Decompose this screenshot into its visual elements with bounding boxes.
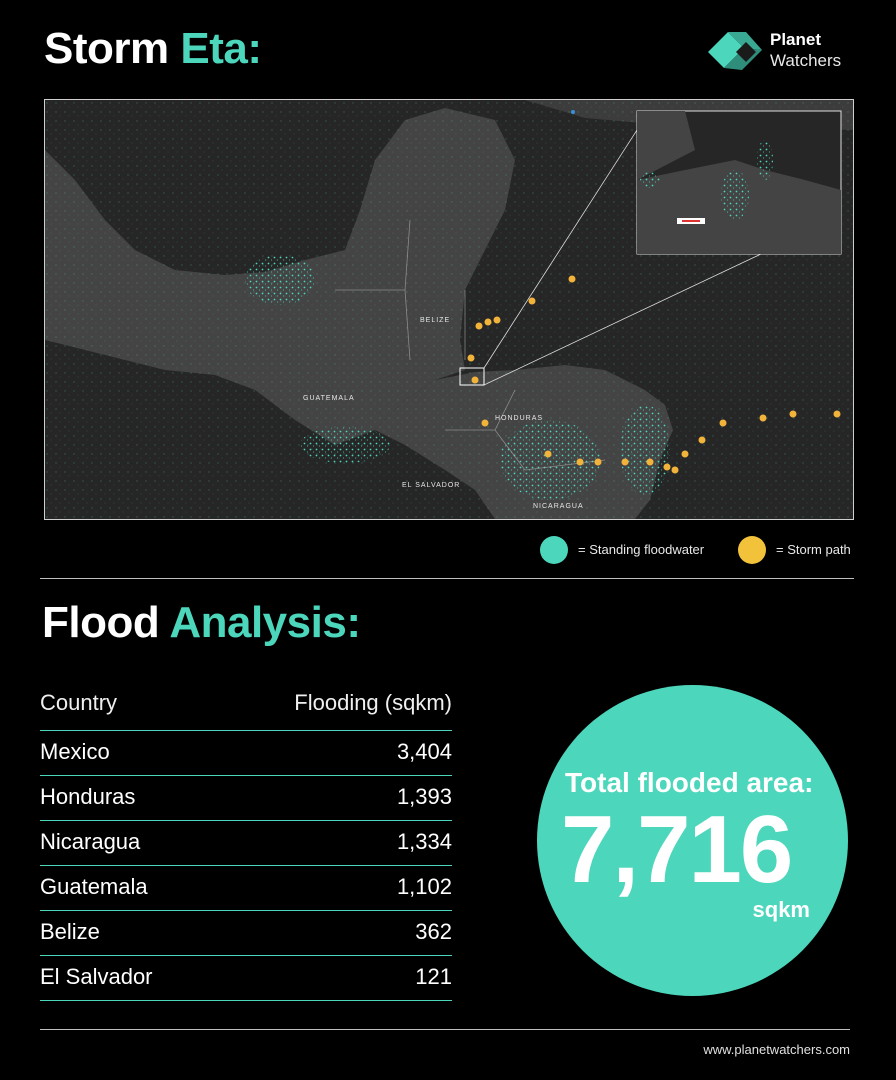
inset-locator-box — [459, 367, 485, 386]
total-unit: sqkm — [752, 897, 810, 922]
flood-area-honduras — [500, 420, 600, 500]
logo-line1: Planet — [770, 30, 822, 49]
row-value: 1,393 — [396, 784, 452, 809]
storm-point — [646, 458, 654, 466]
table-row: Nicaragua 1,334 — [40, 820, 452, 865]
title-accent: Eta: — [180, 24, 262, 73]
storm-point — [484, 318, 492, 326]
storm-point — [698, 436, 706, 444]
column-header-flooding: Flooding (sqkm) — [294, 690, 452, 715]
storm-point — [576, 458, 584, 466]
section-divider — [40, 578, 854, 579]
legend-storm-label: = Storm path — [776, 542, 851, 557]
map-svg: GUATEMALA BELIZE HONDURAS EL SALVADOR NI… — [45, 100, 853, 519]
page-title: Storm Eta: — [44, 24, 262, 74]
table-row: El Salvador 121 — [40, 955, 452, 1001]
flood-area-nicaragua — [620, 405, 670, 495]
table-row: Honduras 1,393 — [40, 775, 452, 820]
storm-point — [789, 410, 797, 418]
row-value: 3,404 — [396, 739, 452, 764]
row-value: 362 — [415, 919, 452, 944]
analysis-title-accent: Analysis: — [169, 598, 361, 647]
title-prefix: Storm — [44, 24, 169, 73]
column-header-country: Country — [40, 690, 118, 715]
storm-point — [475, 322, 483, 330]
analysis-title: Flood Analysis: — [42, 598, 361, 648]
storm-point — [568, 275, 576, 283]
total-value: 7,716 — [561, 796, 793, 903]
storm-point — [594, 458, 602, 466]
flood-area-guatemala — [300, 427, 390, 463]
analysis-title-prefix: Flood — [42, 598, 160, 647]
total-flooded-badge: Total flooded area: 7,716 sqkm — [537, 685, 848, 996]
total-label: Total flooded area: — [565, 767, 814, 798]
logo-line2: Watchers — [770, 51, 842, 70]
row-value: 1,334 — [396, 829, 452, 854]
storm-point — [481, 419, 489, 427]
footer-divider — [40, 1029, 850, 1030]
table-row: Belize 362 — [40, 910, 452, 955]
planet-watchers-logo-icon — [708, 32, 762, 70]
row-value: 121 — [415, 964, 452, 989]
map-label-nicaragua: NICARAGUA — [533, 503, 584, 510]
storm-point — [759, 414, 767, 422]
storm-point — [671, 466, 679, 474]
storm-point — [467, 354, 475, 362]
row-country: Nicaragua — [40, 829, 141, 854]
table-row: Mexico 3,404 — [40, 730, 452, 775]
storm-point — [544, 450, 552, 458]
website-link[interactable]: www.planetwatchers.com — [703, 1042, 850, 1057]
storm-map: GUATEMALA BELIZE HONDURAS EL SALVADOR NI… — [44, 99, 854, 520]
row-value: 1,102 — [396, 874, 452, 899]
flood-area-mexico — [245, 255, 315, 305]
map-label-el-salvador: EL SALVADOR — [402, 482, 460, 489]
storm-point — [719, 419, 727, 427]
inset-map — [636, 110, 842, 255]
row-country: El Salvador — [40, 964, 153, 989]
row-country: Belize — [40, 919, 100, 944]
inset-leader-line — [483, 253, 762, 386]
storm-point — [493, 316, 501, 324]
table-header: Country Flooding (sqkm) — [40, 682, 452, 730]
storm-point — [528, 297, 536, 305]
storm-point — [621, 458, 629, 466]
row-country: Honduras — [40, 784, 136, 809]
row-country: Guatemala — [40, 874, 148, 899]
map-marker — [571, 110, 575, 114]
map-label-belize: BELIZE — [420, 317, 450, 324]
border-lines — [335, 219, 606, 471]
flood-table: Country Flooding (sqkm) Mexico 3,404 Hond… — [40, 682, 452, 1001]
storm-point — [663, 463, 671, 471]
legend-flood-label: = Standing floodwater — [578, 542, 705, 557]
map-label-guatemala: GUATEMALA — [303, 395, 355, 402]
row-country: Mexico — [40, 739, 110, 764]
storm-point — [681, 450, 689, 458]
inset-leader-line — [483, 129, 638, 369]
map-label-honduras: HONDURAS — [495, 415, 543, 422]
legend-flood-swatch — [540, 536, 568, 564]
logo: Planet Watchers — [706, 28, 858, 74]
table-row: Guatemala 1,102 — [40, 865, 452, 910]
legend-storm-swatch — [738, 536, 766, 564]
storm-point — [471, 376, 479, 384]
storm-path — [467, 275, 841, 474]
storm-point — [833, 410, 841, 418]
